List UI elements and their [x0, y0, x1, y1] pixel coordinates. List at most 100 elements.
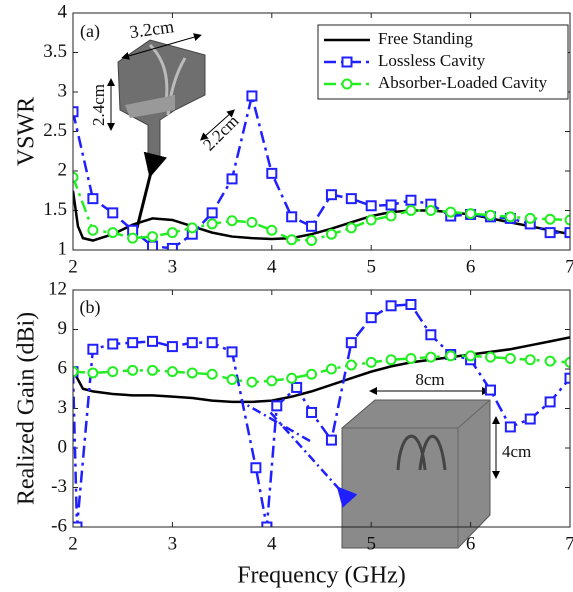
marker: [327, 365, 336, 374]
y-tick-label: 1.5: [43, 199, 67, 220]
marker: [267, 169, 276, 178]
annotation: (b): [80, 297, 101, 318]
marker: [546, 357, 555, 366]
x-tick-label: 7: [565, 533, 573, 554]
antenna-illustration: [118, 40, 205, 228]
annotation: 2.4cm: [89, 84, 108, 126]
marker: [128, 366, 137, 375]
marker: [188, 223, 197, 232]
marker: [367, 358, 376, 367]
marker: [426, 330, 435, 339]
marker: [566, 358, 573, 367]
marker: [307, 370, 316, 379]
y-tick-label: 2: [58, 159, 68, 180]
marker: [228, 375, 237, 384]
marker: [247, 218, 256, 227]
marker: [108, 228, 117, 237]
x-tick-label: 3: [168, 256, 178, 277]
marker: [88, 226, 97, 235]
marker: [148, 242, 157, 251]
marker: [267, 226, 276, 235]
marker: [446, 351, 455, 360]
cavity-illustration: [240, 391, 496, 548]
chart: 23456711.522.533.54VSWR(a)3.2cm2.4cm2.2c…: [0, 0, 573, 592]
legend-marker: [343, 80, 352, 89]
marker: [546, 228, 555, 237]
marker: [108, 367, 117, 376]
marker: [208, 219, 217, 228]
marker: [148, 232, 157, 241]
marker: [406, 196, 415, 205]
marker: [88, 368, 97, 377]
marker: [347, 194, 356, 203]
marker: [506, 354, 515, 363]
marker: [287, 235, 296, 244]
annotation: (a): [80, 21, 100, 42]
annotation: 8cm: [415, 370, 444, 389]
x-axis-label: Frequency (GHz): [237, 563, 406, 589]
page: {"chart_data": [ {"type": "line", "ylabe…: [0, 0, 573, 592]
x-tick-label: 3: [168, 533, 178, 554]
y-tick-label: 9: [58, 318, 68, 339]
marker: [486, 211, 495, 220]
y-axis-label: Realized Gain (dBi): [14, 312, 40, 505]
marker: [546, 397, 555, 406]
marker: [108, 208, 117, 217]
marker: [566, 215, 573, 224]
y-tick-label: 12: [48, 278, 67, 299]
marker: [406, 354, 415, 363]
marker: [446, 208, 455, 217]
marker: [168, 228, 177, 237]
marker: [506, 212, 515, 221]
marker: [327, 230, 336, 239]
marker: [546, 215, 555, 224]
marker: [208, 338, 217, 347]
marker: [228, 216, 237, 225]
marker: [327, 436, 336, 445]
y-tick-label: 0: [58, 436, 68, 457]
marker: [327, 190, 336, 199]
y-tick-label: 6: [58, 357, 68, 378]
y-tick-label: 4: [58, 1, 68, 22]
marker: [347, 338, 356, 347]
marker: [307, 408, 316, 417]
annotation: 4cm: [502, 442, 531, 461]
legend-label: Free Standing: [378, 29, 473, 48]
marker: [251, 463, 260, 472]
marker: [347, 223, 356, 232]
marker: [148, 366, 157, 375]
marker: [426, 206, 435, 215]
annotation: 3.2cm: [128, 16, 175, 42]
marker: [188, 368, 197, 377]
marker: [88, 345, 97, 354]
marker: [208, 370, 217, 379]
marker: [108, 339, 117, 348]
marker: [307, 236, 316, 245]
marker: [168, 244, 177, 253]
y-tick-label: 2.5: [43, 120, 67, 141]
marker: [506, 422, 515, 431]
y-tick-label: 3: [58, 80, 68, 101]
plot-area: [69, 300, 573, 532]
y-tick-label: 1: [58, 238, 68, 259]
marker: [128, 338, 137, 347]
marker: [406, 300, 415, 309]
marker: [272, 401, 281, 410]
x-tick-label: 2: [68, 256, 78, 277]
marker: [247, 91, 256, 100]
marker: [168, 367, 177, 376]
marker: [466, 209, 475, 218]
marker: [228, 174, 237, 183]
marker: [267, 376, 276, 385]
marker: [307, 222, 316, 231]
x-tick-label: 7: [565, 256, 573, 277]
marker: [208, 208, 217, 217]
marker: [566, 374, 573, 383]
marker: [406, 206, 415, 215]
marker: [168, 342, 177, 351]
marker: [526, 214, 535, 223]
marker: [486, 386, 495, 395]
marker: [347, 361, 356, 370]
marker: [292, 383, 301, 392]
legend-label: Absorber-Loaded Cavity: [378, 73, 548, 92]
